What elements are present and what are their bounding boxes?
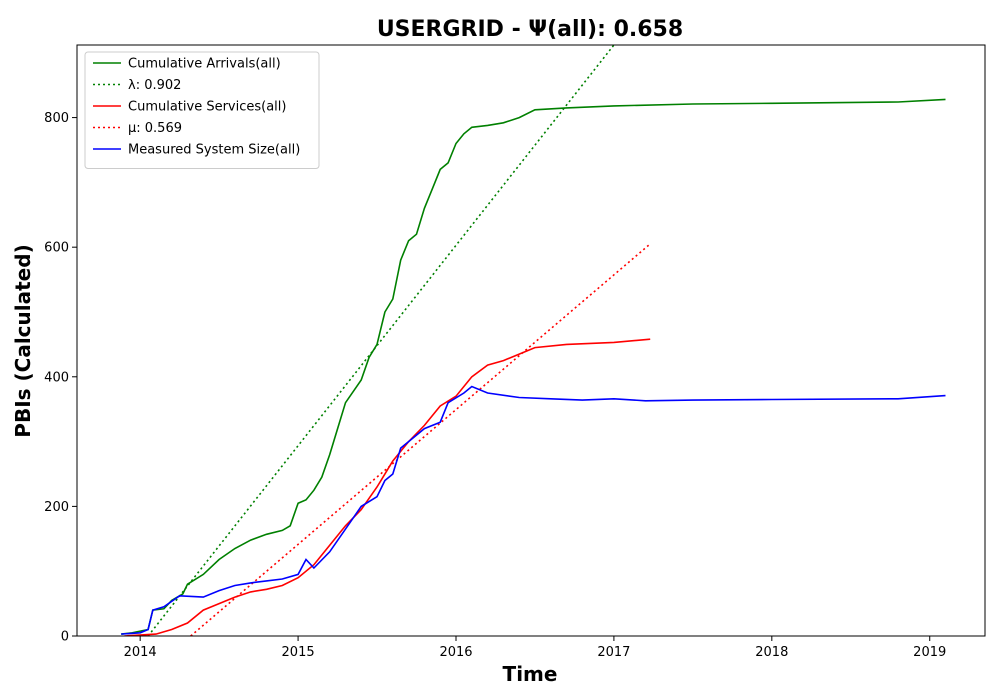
- series-line-2: [124, 338, 651, 636]
- x-tick-label: 2017: [597, 645, 630, 660]
- y-tick-label: 400: [44, 370, 69, 385]
- x-tick-label: 2015: [282, 645, 315, 660]
- series-line-1: [147, 45, 615, 636]
- legend-entry: Cumulative Services(all): [128, 100, 286, 115]
- legend-entry: λ: 0.902: [128, 78, 181, 93]
- legend-box: [84, 51, 320, 169]
- x-axis-label: Time: [503, 662, 558, 686]
- y-tick-label: 200: [44, 500, 69, 515]
- x-tick-label: 2019: [913, 645, 946, 660]
- series-line-4: [121, 385, 946, 635]
- legend-entry: Measured System Size(all): [128, 143, 300, 158]
- y-tick-label: 800: [44, 111, 69, 126]
- plot-area: [76, 44, 986, 637]
- y-tick-label: 0: [61, 630, 69, 645]
- y-tick-label: 600: [44, 241, 69, 256]
- chart-title: USERGRID - Ψ(all): 0.658: [377, 17, 683, 42]
- y-axis: 0 200 400 600 800: [44, 111, 77, 645]
- legend-entry: μ: 0.569: [128, 121, 182, 136]
- y-axis-label: PBIs (Calculated): [11, 244, 35, 437]
- x-axis: 2014 2015 2016 2017 2018 2019: [124, 636, 946, 660]
- plot-frame: [76, 44, 986, 637]
- x-tick-label: 2018: [755, 645, 788, 660]
- legend-entry: Cumulative Arrivals(all): [128, 57, 281, 72]
- series-lines: [121, 45, 946, 636]
- x-tick-label: 2016: [439, 645, 472, 660]
- series-line-3: [190, 243, 651, 636]
- series-line-0: [121, 98, 946, 635]
- x-tick-label: 2014: [124, 645, 157, 660]
- legend: Cumulative Arrivals(all) λ: 0.902 Cumulati…: [84, 51, 320, 169]
